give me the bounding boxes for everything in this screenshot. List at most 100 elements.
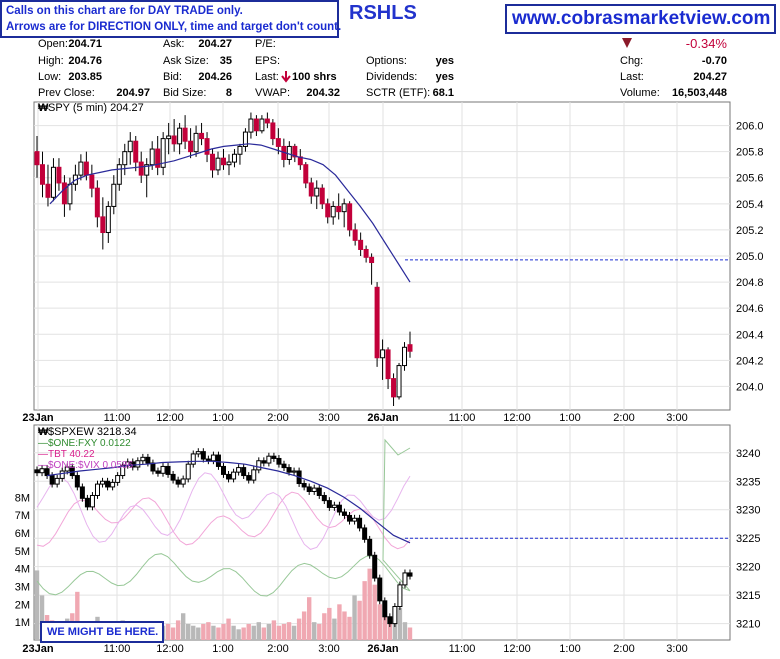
open-value: 204.71 <box>68 38 102 50</box>
volume-bar <box>175 620 181 640</box>
candle <box>347 201 353 237</box>
candle <box>308 177 314 204</box>
candle-body <box>135 460 141 468</box>
low-label: Low: <box>38 71 61 83</box>
candle-body <box>253 118 259 132</box>
candle-body <box>402 572 408 586</box>
candle <box>210 149 216 178</box>
candle <box>122 143 128 176</box>
candle-body <box>303 164 309 184</box>
candle <box>357 514 363 532</box>
y-tick-label: 3220 <box>736 562 760 574</box>
candle-body <box>188 140 194 153</box>
website-link[interactable]: www.cobrasmarketview.com <box>512 8 771 29</box>
candle-body <box>246 475 252 481</box>
candle-body <box>177 127 183 145</box>
candle-body <box>195 451 201 455</box>
bid-size-label: Bid Size: <box>163 87 206 99</box>
price-axis: 206.0 205.8 205.6 205.4 205.2 205.0 204.8 204.6… <box>22 121 763 424</box>
candle <box>231 468 237 483</box>
down-triangle-icon <box>622 38 632 48</box>
eps-label: EPS: <box>255 55 280 67</box>
candle <box>133 136 139 172</box>
candle-body <box>160 138 166 168</box>
candle <box>237 143 243 165</box>
candle-body <box>94 187 100 218</box>
candle-body <box>385 349 391 380</box>
website-banner[interactable]: www.cobrasmarketview.com <box>505 4 776 34</box>
candle <box>100 197 106 250</box>
candle <box>331 501 337 511</box>
candle <box>377 574 383 605</box>
x-tick-label: 11:00 <box>449 643 476 655</box>
candle <box>177 122 183 155</box>
candle-body <box>372 554 378 579</box>
candle <box>72 164 78 191</box>
candle-body <box>45 183 51 198</box>
candle-body <box>175 479 181 485</box>
spxew-title: $SPXEW 3218.34 <box>48 426 137 438</box>
candle-body <box>100 216 106 234</box>
candle <box>271 452 277 462</box>
candle-body <box>292 145 298 158</box>
volume-bar <box>306 597 312 640</box>
candle <box>166 122 172 155</box>
candle <box>336 193 342 220</box>
disclaimer-line-1: Calls on this chart are for DAY TRADE on… <box>6 5 243 17</box>
candle <box>59 467 65 482</box>
pe-label: P/E: <box>255 38 276 50</box>
y-tick-label: 3240 <box>736 448 760 460</box>
volume-bar <box>382 611 387 640</box>
candle <box>190 450 196 468</box>
last-trade-label: Last: <box>255 71 279 83</box>
candle-body <box>155 148 161 168</box>
candle-body <box>407 344 413 352</box>
candle <box>188 128 194 159</box>
candle <box>100 477 106 488</box>
candle <box>286 141 292 165</box>
candle-body <box>301 483 307 488</box>
candle <box>314 180 320 210</box>
candle-body <box>105 205 111 234</box>
candle <box>292 143 298 163</box>
candle <box>396 362 402 400</box>
volume-bar <box>276 625 282 640</box>
candle-body <box>165 465 171 475</box>
bid-value: 204.26 <box>198 71 232 83</box>
candle <box>160 132 166 176</box>
x-tick-label: 11:00 <box>104 643 131 655</box>
candle <box>111 175 117 215</box>
last-label: Last: <box>620 71 644 83</box>
volume-bar <box>246 623 251 640</box>
candle <box>330 201 336 225</box>
volume-bar <box>387 618 393 640</box>
volume-bar <box>332 618 337 640</box>
candle-body <box>149 148 155 166</box>
candle-body <box>210 153 216 171</box>
candle-body <box>166 135 172 140</box>
candle <box>231 149 237 168</box>
candle-body <box>275 138 281 147</box>
candle <box>165 463 171 478</box>
disclaimer-box: Calls on this chart are for DAY TRADE on… <box>0 0 341 38</box>
volume-bar <box>201 623 206 640</box>
options-label: Options: <box>366 55 407 67</box>
candle-body <box>362 527 368 540</box>
candle-body <box>226 473 232 480</box>
vwap-value: 204.32 <box>306 87 340 99</box>
candle-body <box>105 480 111 488</box>
volume-bar <box>39 595 45 640</box>
candle <box>311 484 317 495</box>
candle-body <box>171 135 177 145</box>
candle <box>264 112 270 129</box>
candle <box>144 158 150 198</box>
volume-value: 16,503,448 <box>672 87 727 99</box>
candle-body <box>314 187 320 197</box>
candle-body <box>347 514 353 522</box>
volume-bar <box>407 627 413 640</box>
candle <box>319 184 325 210</box>
moving-average-line <box>49 143 411 283</box>
candle-body <box>59 470 65 479</box>
candle-body <box>377 577 383 602</box>
